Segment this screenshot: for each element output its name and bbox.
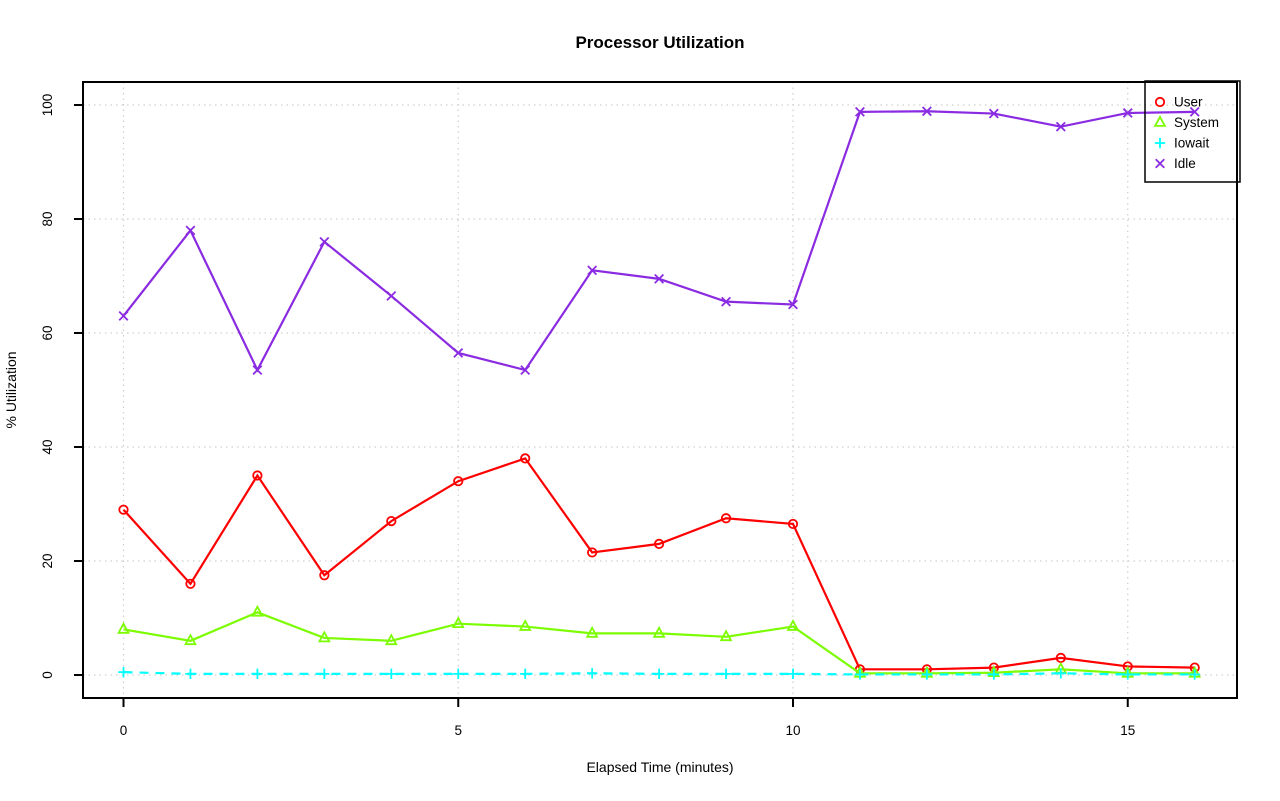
- data-point-idle: [1055, 121, 1066, 132]
- data-point-system: [652, 625, 666, 638]
- y-tick-label: 100: [40, 94, 55, 117]
- data-point-user: [787, 518, 799, 530]
- data-point-system: [518, 619, 532, 631]
- x-legend-icon: [1155, 158, 1165, 169]
- y-tick-label: 40: [40, 439, 55, 454]
- data-point-idle: [587, 265, 598, 276]
- data-point-user: [185, 578, 196, 589]
- data-point-system: [451, 616, 465, 628]
- legend-box: [1144, 80, 1241, 183]
- data-point-iowait: [1189, 669, 1200, 680]
- data-point-iowait: [252, 668, 263, 680]
- y-axis-title: % Utilization: [3, 351, 19, 428]
- data-point-system: [719, 629, 733, 642]
- x-tick-label: 5: [454, 723, 462, 738]
- data-point-idle: [520, 365, 531, 375]
- x-tick-label: 15: [1120, 723, 1135, 738]
- data-point-user: [653, 538, 665, 550]
- data-point-iowait: [1122, 669, 1133, 680]
- data-point-iowait: [118, 666, 129, 678]
- data-point-user: [520, 453, 531, 464]
- data-point-iowait: [653, 668, 665, 680]
- legend-item-system: System: [1153, 115, 1219, 130]
- legend: User System Iowait Idle: [1144, 80, 1241, 183]
- data-point-iowait: [453, 668, 464, 680]
- data-point-system: [250, 604, 264, 617]
- axis-layer: 0 5 10 15 0 20 40 60 80 100: [40, 94, 1135, 738]
- data-point-system: [317, 630, 331, 643]
- y-tick-label: 0: [40, 671, 55, 679]
- data-point-idle: [921, 106, 932, 117]
- data-point-user: [453, 476, 464, 487]
- chart-title: Processor Utilization: [575, 33, 744, 52]
- data-point-user: [319, 570, 330, 581]
- data-point-iowait: [988, 669, 1000, 680]
- data-point-idle: [185, 225, 196, 236]
- data-point-iowait: [1055, 668, 1066, 679]
- data-point-iowait: [720, 668, 732, 680]
- data-point-iowait: [185, 668, 196, 680]
- series-line-idle: [122, 110, 1195, 373]
- series-line-system: [123, 611, 1195, 675]
- plot-border: [82, 81, 1238, 699]
- data-point-iowait: [787, 668, 799, 680]
- data-point-user: [118, 504, 129, 515]
- data-point-user: [252, 470, 263, 481]
- data-point-iowait: [520, 668, 531, 680]
- data-point-idle: [252, 365, 263, 375]
- data-point-idle: [788, 299, 798, 310]
- legend-label: Idle: [1174, 156, 1196, 171]
- triangle-legend-icon: [1153, 115, 1167, 127]
- legend-label: System: [1174, 115, 1219, 130]
- plus-legend-icon: [1154, 137, 1166, 149]
- data-point-user: [587, 547, 598, 558]
- data-point-idle: [654, 273, 665, 284]
- series-line-user: [122, 457, 1195, 671]
- data-point-idle: [386, 291, 397, 301]
- data-point-idle: [1122, 108, 1133, 118]
- data-point-idle: [319, 236, 330, 247]
- data-point-idle: [453, 348, 464, 358]
- data-point-idle: [1189, 106, 1200, 117]
- data-point-system: [184, 633, 197, 646]
- y-tick-label: 60: [40, 325, 55, 340]
- data-point-iowait: [386, 668, 397, 680]
- x-tick-label: 10: [785, 723, 800, 738]
- circle-legend-icon: [1154, 96, 1166, 108]
- data-point-iowait: [921, 669, 933, 680]
- legend-label: Iowait: [1174, 136, 1210, 151]
- data-point-iowait: [319, 668, 330, 680]
- x-tick-label: 0: [120, 723, 128, 738]
- data-point-idle: [988, 108, 999, 119]
- data-point-idle: [721, 296, 731, 307]
- data-point-iowait: [586, 668, 598, 679]
- x-axis-title: Elapsed Time (minutes): [586, 759, 733, 775]
- series-layer: [117, 106, 1202, 680]
- data-point-user: [720, 513, 732, 524]
- data-point-system: [384, 633, 398, 646]
- legend-item-iowait: Iowait: [1154, 136, 1210, 151]
- data-point-system: [117, 621, 130, 634]
- data-point-idle: [855, 106, 865, 117]
- legend-label: User: [1174, 95, 1203, 110]
- legend-item-idle: Idle: [1155, 156, 1196, 171]
- data-point-system: [585, 625, 599, 638]
- y-tick-label: 80: [40, 211, 55, 226]
- data-point-user: [386, 515, 397, 527]
- data-point-iowait: [854, 669, 866, 680]
- data-point-system: [786, 619, 800, 631]
- y-tick-label: 20: [40, 553, 55, 568]
- legend-item-user: User: [1154, 95, 1203, 110]
- gridlines: [83, 82, 1237, 698]
- data-point-idle: [118, 310, 129, 321]
